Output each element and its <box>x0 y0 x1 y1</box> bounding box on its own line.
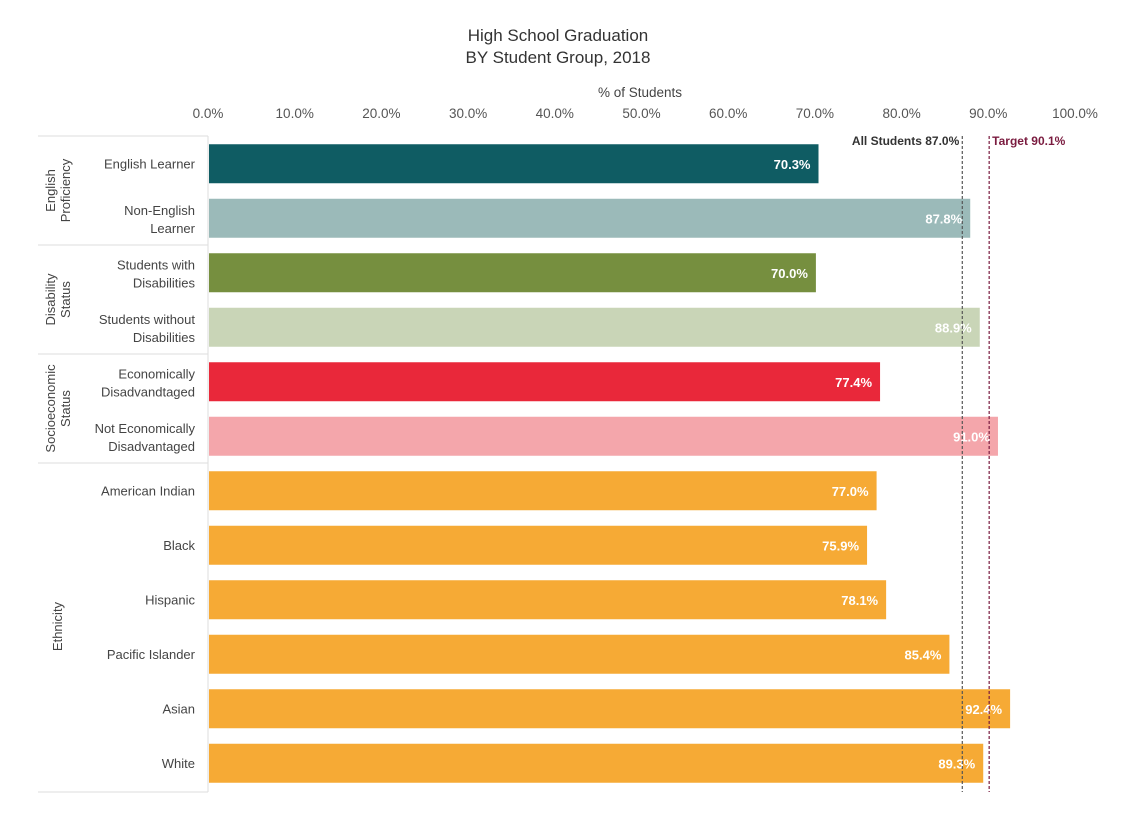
bar <box>209 689 1011 729</box>
bar-value-label: 89.3% <box>938 756 975 771</box>
x-axis-title: % of Students <box>598 85 682 100</box>
bar <box>209 471 877 511</box>
bars: 70.3% English Learner 87.8% Non-English Lear… <box>95 144 1011 783</box>
bar-value-label: 91.0% <box>953 429 990 444</box>
bar <box>209 525 868 565</box>
bar-value-label: 78.1% <box>841 593 878 608</box>
category-label: White <box>162 756 195 771</box>
reference-lines: All Students 87.0% Target 90.1% <box>852 134 1066 792</box>
group-label: DisabilityStatus <box>43 273 73 326</box>
bar <box>209 580 887 620</box>
chart-frame: EnglishProficiency DisabilityStatus Socioe… <box>38 135 209 793</box>
category-label: Hispanic <box>145 592 195 607</box>
bar <box>209 198 971 238</box>
category-label: Asian <box>162 701 195 716</box>
chart-subtitle: BY Student Group, 2018 <box>466 48 651 67</box>
group-label: EnglishProficiency <box>43 158 73 222</box>
bar <box>209 743 984 783</box>
x-tick-label: 0.0% <box>193 106 224 121</box>
category-label: Pacific Islander <box>107 647 196 662</box>
x-tick-label: 80.0% <box>882 106 920 121</box>
bar <box>209 307 980 347</box>
x-tick-label: 90.0% <box>969 106 1007 121</box>
category-label: Black <box>163 538 195 553</box>
bar-value-label: 70.0% <box>771 266 808 281</box>
reference-line-label: All Students 87.0% <box>852 134 960 148</box>
bar <box>209 253 816 293</box>
category-label: English Learner <box>104 156 196 171</box>
bar <box>209 416 998 456</box>
category-label: Economically Disadvandtaged <box>101 366 195 399</box>
category-label: Students without Disabilities <box>99 312 196 345</box>
bar-value-label: 70.3% <box>774 157 811 172</box>
chart-title: High School Graduation <box>468 26 649 45</box>
bar-value-label: 92.4% <box>965 702 1002 717</box>
category-label: Students with Disabilities <box>117 257 196 290</box>
x-tick-label: 50.0% <box>622 106 660 121</box>
x-tick-label: 70.0% <box>796 106 834 121</box>
category-label: American Indian <box>101 483 195 498</box>
x-tick-label: 40.0% <box>536 106 574 121</box>
reference-line-label: Target 90.1% <box>992 134 1065 148</box>
bar-value-label: 87.8% <box>925 211 962 226</box>
x-tick-label: 60.0% <box>709 106 747 121</box>
x-tick-label: 20.0% <box>362 106 400 121</box>
x-tick-label: 100.0% <box>1052 106 1098 121</box>
bar-value-label: 88.9% <box>935 320 972 335</box>
bar-value-label: 77.4% <box>835 375 872 390</box>
bar-value-label: 75.9% <box>822 538 859 553</box>
category-label: Non-English Learner <box>124 203 195 236</box>
bar-value-label: 85.4% <box>905 647 942 662</box>
bar <box>209 362 881 402</box>
bar-value-label: 77.0% <box>832 484 869 499</box>
group-label: SocioeconomicStatus <box>43 364 73 453</box>
x-axis-ticks: 0.0% 10.0% 20.0% 30.0% 40.0% 50.0% 60.0% 70.0% 8… <box>193 106 1098 121</box>
category-label: Not Economically Disadvantaged <box>95 421 196 454</box>
group-label: Ethnicity <box>50 601 65 651</box>
x-tick-label: 30.0% <box>449 106 487 121</box>
x-tick-label: 10.0% <box>276 106 314 121</box>
bar <box>209 634 950 674</box>
bar <box>209 144 819 184</box>
